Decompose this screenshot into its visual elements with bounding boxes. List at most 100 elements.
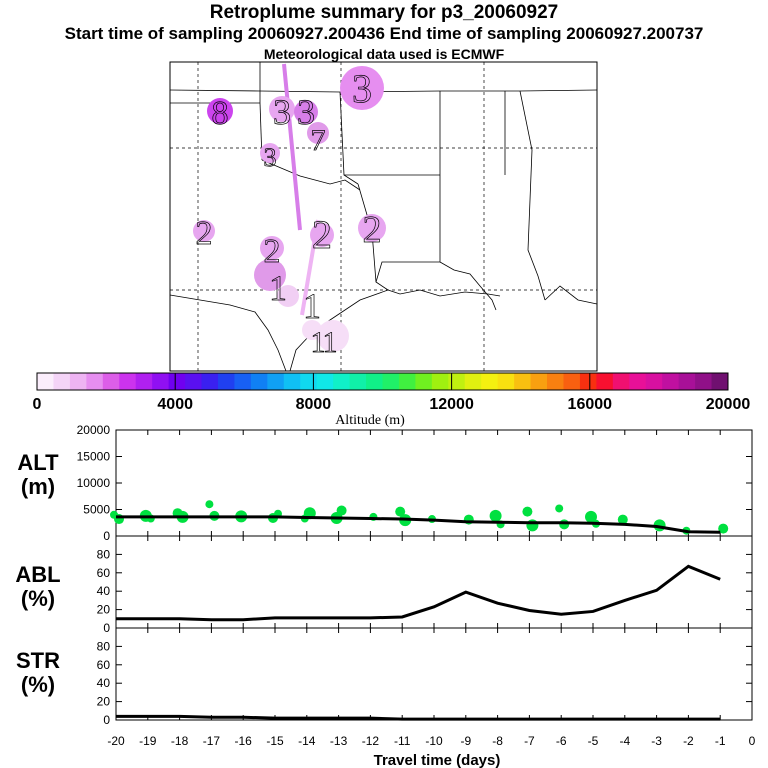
colorbar-cell [283, 373, 301, 390]
y-axis-label: STR [16, 648, 60, 673]
figure-title: Retroplume summary for p3_20060927 [209, 2, 559, 23]
x-tick-label: -6 [556, 734, 567, 748]
cluster-marker [277, 285, 299, 307]
colorbar-cell [678, 373, 696, 390]
panel-frame [115, 627, 753, 721]
x-tick-label: -18 [171, 734, 189, 748]
particle-point [718, 523, 729, 534]
colorbar-cell [333, 373, 351, 390]
colorbar-cell [119, 373, 137, 390]
x-tick-label: -4 [619, 734, 630, 748]
x-axis-label: Travel time (days) [374, 752, 501, 768]
cluster-marker [260, 236, 284, 260]
particle-point [555, 504, 564, 513]
y-axis-label: ALT [17, 450, 59, 475]
colorbar-cell [415, 373, 433, 390]
particle-point [585, 510, 597, 523]
particle-point [395, 506, 406, 517]
y-tick-label: 5000 [83, 503, 110, 517]
particle-point [526, 519, 539, 532]
colorbar-cell [579, 373, 597, 390]
y-tick-label: 20000 [77, 423, 111, 437]
x-tick-label: -1 [715, 734, 726, 748]
colorbar-cell [135, 373, 153, 390]
y-tick-label: 20 [97, 695, 111, 709]
x-tick-label: -11 [394, 734, 411, 748]
colorbar-cell [102, 373, 120, 390]
cluster-label: 1 [323, 326, 338, 359]
colorbar-cell [168, 373, 186, 390]
cluster-label: 7 [311, 124, 326, 157]
y-axis-label: ABL [15, 562, 60, 587]
y-axis-label: (%) [21, 586, 55, 611]
cluster-marker [302, 320, 322, 340]
sampling-times: Start time of sampling 20060927.200436 E… [64, 24, 704, 43]
y-tick-label: 0 [103, 713, 110, 727]
str-line [116, 714, 721, 721]
cluster-label: 1 [311, 326, 326, 359]
colorbar-cell [711, 373, 729, 390]
y-tick-label: 0 [103, 529, 110, 543]
y-axis-label: (%) [21, 672, 55, 697]
y-tick-label: 15000 [77, 450, 111, 464]
colorbar-cell [398, 373, 416, 390]
cluster-label: 1 [269, 268, 287, 308]
x-tick-label: -15 [266, 734, 284, 748]
colorbar-tick-label: 0 [33, 396, 42, 413]
trajectory-line [282, 63, 302, 231]
cluster-label: 3 [297, 92, 315, 132]
colorbar-cell [629, 373, 647, 390]
x-tick-label: -2 [683, 734, 694, 748]
cluster-label: 3 [264, 143, 277, 172]
cluster-marker [310, 223, 334, 247]
cluster-label: 2 [363, 209, 382, 251]
particle-point [617, 514, 628, 525]
colorbar-cell [481, 373, 499, 390]
y-tick-label: 0 [103, 621, 110, 635]
cluster-marker [307, 122, 329, 144]
panel-frame [115, 535, 753, 629]
colorbar-tick-label: 16000 [568, 396, 613, 413]
cluster-label: 3 [273, 92, 291, 132]
colorbar-cell [316, 373, 334, 390]
colorbar-cell [497, 373, 515, 390]
colorbar-cell [431, 373, 449, 390]
colorbar-cell [645, 373, 663, 390]
colorbar-ticks: 0 4000 8000 12000 16000 20000 [33, 373, 751, 413]
altitude-line [116, 515, 721, 534]
cluster-marker [358, 214, 386, 242]
cluster-label: 1 [303, 286, 321, 326]
colorbar-tick-label: 20000 [706, 396, 751, 413]
colorbar-cell [217, 373, 235, 390]
y-tick-label: 80 [97, 639, 111, 653]
colorbar-cells [37, 373, 729, 390]
x-tick-label: 0 [749, 734, 756, 748]
cluster-marker [317, 320, 349, 352]
y-tick-label: 20 [97, 603, 111, 617]
colorbar-cell [596, 373, 614, 390]
plume-clusters [193, 66, 386, 352]
colorbar-cell [234, 373, 252, 390]
particle-point [522, 506, 533, 517]
colorbar-cell [69, 373, 87, 390]
colorbar-cell [612, 373, 630, 390]
cluster-label: 2 [196, 215, 213, 252]
colorbar-cell [250, 373, 268, 390]
colorbar-cell [86, 373, 104, 390]
colorbar-cell [547, 373, 564, 390]
abl-line [116, 564, 721, 622]
panel-altitude: 0 5000 10000 15000 20000 ALT(m) [17, 423, 753, 543]
x-tick-label: -17 [203, 734, 221, 748]
y-axis-label: (m) [21, 474, 55, 499]
colorbar-cell [695, 373, 713, 390]
colorbar-cell [530, 373, 548, 390]
colorbar-tick-label: 12000 [429, 396, 474, 413]
x-tick-label: -19 [139, 734, 157, 748]
panel-abl: 0 20 40 60 80 ABL(%) [15, 535, 753, 635]
cluster-marker [269, 96, 295, 122]
colorbar-cell [366, 373, 383, 390]
x-axis: -20 -19 -18 -17 -16 -15 -14 -13 -12 -11 -10 -9 -8 -7-… [107, 734, 755, 748]
x-tick-label: -7 [524, 734, 535, 748]
